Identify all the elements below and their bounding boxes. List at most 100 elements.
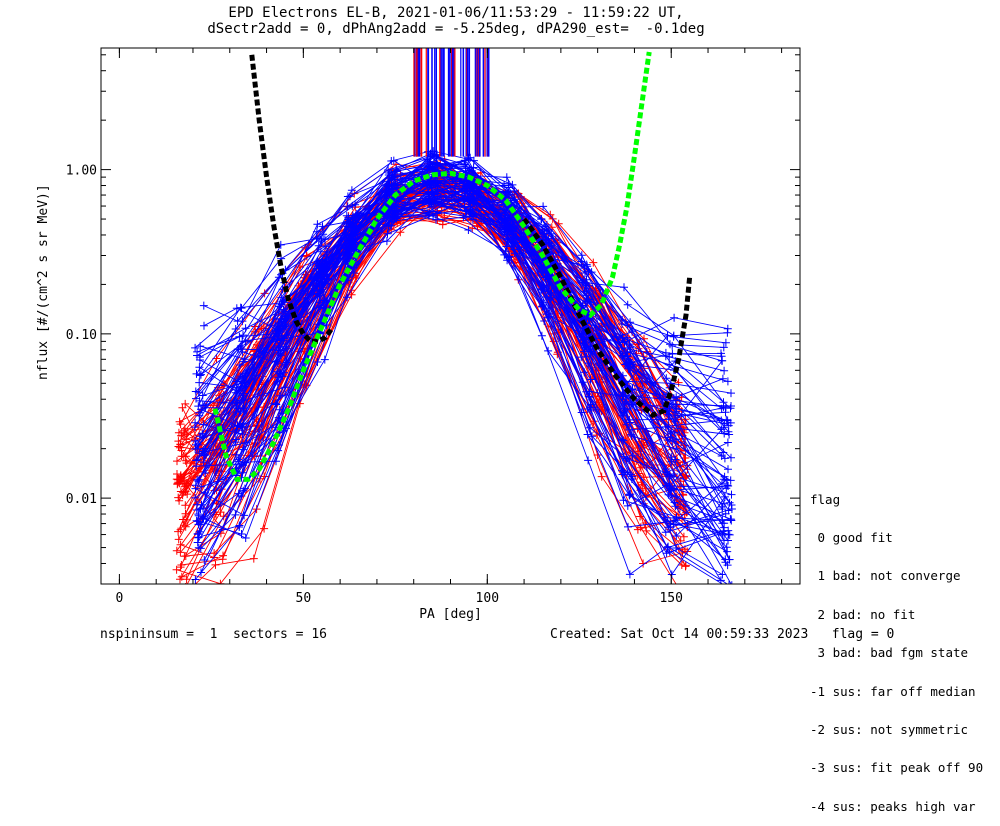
data-point (664, 542, 673, 551)
data-point (281, 391, 290, 400)
data-point (320, 235, 329, 244)
data-point (197, 482, 206, 491)
data-point (260, 289, 269, 298)
spectrum-line (195, 171, 730, 446)
data-point (502, 173, 511, 182)
data-point (624, 356, 633, 365)
data-point (721, 408, 730, 417)
fit-curve-black (522, 217, 693, 418)
data-point (727, 516, 736, 525)
legend-item: -1 sus: far off median (810, 683, 976, 699)
data-point (280, 383, 289, 392)
data-point (628, 385, 637, 393)
data-point (580, 368, 589, 377)
data-point (671, 516, 680, 525)
y-tick-label: 1.00 (66, 164, 97, 179)
fit-curve-green (212, 51, 652, 482)
data-point (717, 404, 726, 413)
data-point (231, 435, 240, 444)
data-point (539, 202, 548, 211)
data-point (383, 229, 392, 238)
data-point (625, 418, 634, 427)
spectrum-line (199, 167, 724, 549)
data-point (677, 561, 686, 569)
data-point (176, 472, 185, 481)
spectrum-line (196, 201, 729, 481)
data-point (580, 347, 589, 356)
data-point (172, 546, 181, 555)
data-point (537, 215, 546, 224)
data-point (193, 530, 202, 539)
data-point (279, 322, 288, 331)
legend-title: flag (810, 491, 841, 507)
data-point (198, 429, 207, 438)
data-point (586, 400, 595, 409)
data-point (387, 157, 396, 165)
data-point (719, 402, 728, 411)
data-point (241, 337, 250, 346)
data-point (723, 561, 732, 570)
data-point (177, 572, 186, 581)
data-point (577, 251, 586, 260)
data-point (191, 484, 200, 493)
data-point (670, 313, 679, 322)
spectrum-line (196, 190, 728, 356)
data-point (589, 258, 598, 267)
data-point (627, 470, 636, 479)
fit-curve-black (249, 54, 335, 344)
data-point (722, 543, 731, 552)
data-point (195, 371, 204, 380)
data-point (723, 324, 732, 333)
data-point (210, 549, 219, 558)
footer-spin-info: nspininsum = 1 sectors = 16 (100, 627, 327, 642)
data-point (199, 301, 208, 310)
data-point (618, 466, 626, 475)
data-point (344, 215, 353, 224)
data-point (275, 302, 284, 311)
data-point (191, 437, 200, 445)
data-point (180, 424, 189, 433)
data-point (724, 465, 732, 474)
y-tick-label: 0.10 (66, 328, 97, 343)
data-point (238, 422, 247, 431)
data-point (672, 444, 681, 453)
data-point (312, 234, 321, 243)
data-point (719, 343, 728, 352)
data-point (585, 387, 594, 396)
data-point (681, 453, 690, 462)
data-point (625, 340, 634, 349)
data-point (249, 554, 258, 563)
legend-item: 1 bad: not converge (810, 568, 961, 584)
data-point (173, 598, 181, 606)
data-point (195, 449, 204, 458)
data-point (191, 493, 200, 502)
data-point (466, 153, 475, 162)
data-point (241, 534, 250, 542)
data-point (195, 378, 204, 387)
data-point (671, 502, 680, 511)
footer-created-info: Created: Sat Oct 14 00:59:33 2023 flag =… (550, 627, 895, 642)
data-point (720, 472, 729, 481)
data-point (719, 448, 728, 457)
data-point (724, 427, 733, 436)
data-point (198, 391, 207, 400)
data-point (280, 315, 289, 324)
data-point (671, 428, 679, 437)
data-point (275, 369, 284, 378)
data-point (192, 516, 201, 525)
data-point (543, 273, 552, 282)
data-point (194, 510, 203, 519)
data-point (193, 538, 202, 547)
spectrum-line (200, 186, 726, 576)
data-point (432, 158, 441, 167)
chart-plot: 0 50 100 150 0.01 0.10 1.00 PA [deg] (66, 47, 801, 622)
data-point (723, 377, 732, 386)
series-blue-spectra (190, 147, 736, 584)
data-point (662, 468, 671, 477)
data-point (181, 522, 190, 531)
data-point (385, 169, 394, 177)
data-point (721, 338, 730, 347)
data-point (176, 563, 185, 572)
data-point (672, 492, 681, 501)
data-point (351, 200, 360, 209)
